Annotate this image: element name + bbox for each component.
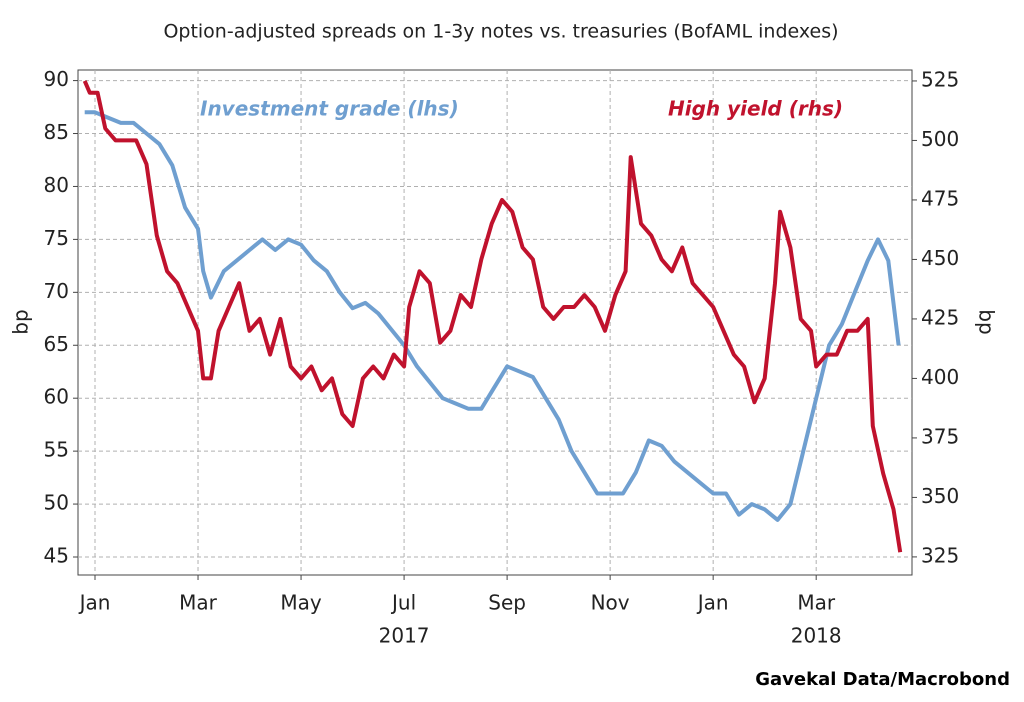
y-tick-label: 70 [44,279,69,303]
x-tick-label: Nov [591,591,630,615]
y-tick-label: 60 [44,385,69,409]
x-tick-label: Mar [797,591,836,615]
y-tick-label: 45 [44,544,69,568]
y-tick-label: 65 [44,332,69,356]
source: Gavekal Data/Macrobond [755,669,1010,690]
x-tick-label: Jan [696,591,729,615]
y2-tick-label: 325 [921,543,959,567]
y2-axis-label: bp [975,309,999,334]
y-tick-label: 75 [44,226,69,250]
x-tick-label: Mar [179,591,218,615]
plot-frame [77,69,913,576]
y-tick-label: 85 [44,120,69,144]
x-tick-label: May [280,591,322,615]
y-tick-label: 80 [44,173,69,197]
legend-label: High yield (rhs) [668,97,843,121]
y2-tick-label: 350 [921,484,959,508]
y2-tick-label: 425 [921,305,959,329]
y2-tick-label: 475 [921,186,959,210]
y2-tick-label: 375 [921,424,959,448]
chart-title: Option-adjusted spreads on 1-3y notes vs… [163,21,838,43]
legend-label: Investment grade (lhs) [200,97,459,121]
y2-tick-label: 500 [921,127,959,151]
x-year-label: 2017 [379,624,430,648]
x-year-label: 2018 [791,624,842,648]
series-line [82,80,903,553]
x-tick-label: Sep [488,591,526,615]
y-tick-label: 90 [44,67,69,91]
x-tick-label: Jan [78,591,111,615]
x-tick-label: Jul [390,591,416,615]
series-line [84,110,901,522]
y-tick-label: 50 [44,491,69,515]
y2-tick-label: 525 [921,67,959,91]
y2-tick-label: 450 [921,246,959,270]
y2-tick-label: 400 [921,365,959,389]
y-tick-label: 55 [44,438,69,462]
y-axis-label: bp [9,309,33,334]
